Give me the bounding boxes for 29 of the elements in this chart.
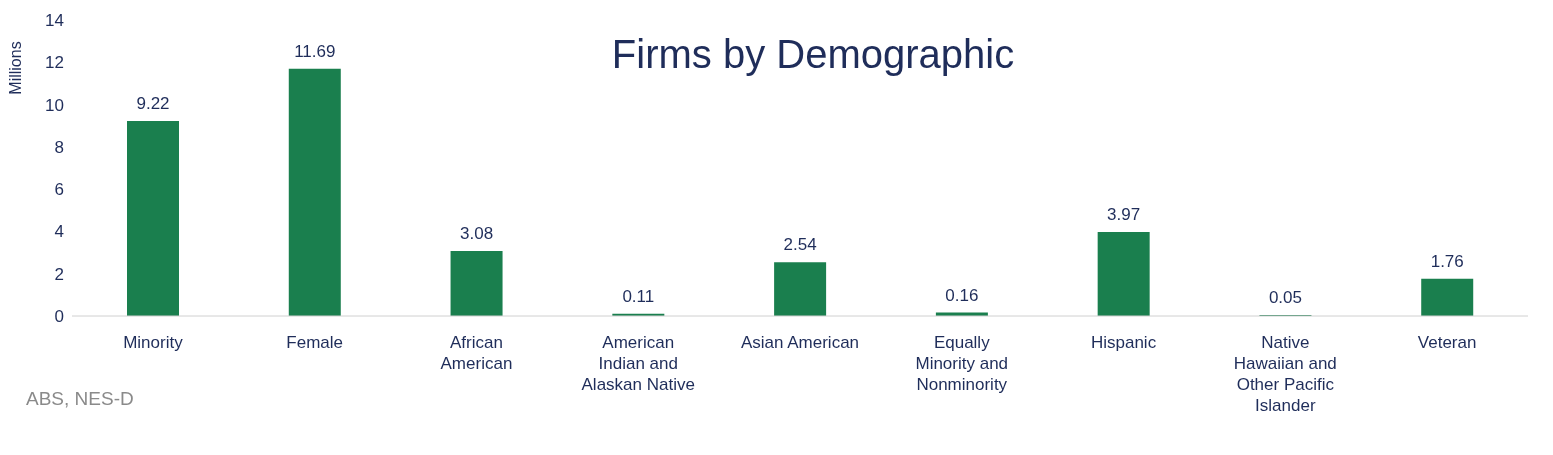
x-tick-label: African American: [440, 333, 513, 373]
y-tick-label: 10: [45, 95, 64, 115]
chart-title: Firms by Demographic: [611, 32, 1015, 76]
x-tick-label: Hispanic: [1090, 333, 1157, 352]
data-label: 9.22: [136, 94, 170, 114]
y-axis-title: Millions: [6, 41, 24, 95]
data-label: 2.54: [783, 235, 817, 255]
y-tick-label: 14: [45, 11, 64, 31]
text: ABS, NES-D: [26, 388, 134, 410]
x-tick-label: American Indian and Alaskan Native: [581, 333, 695, 394]
x-tick-label: Native Hawaiian and Other Pacific Islander: [1233, 333, 1337, 415]
y-tick-label: 12: [45, 53, 64, 73]
data-label: 0.05: [1268, 287, 1302, 307]
y-tick-label: 2: [54, 264, 64, 284]
y-tick-label: 0: [54, 307, 64, 327]
data-label: 3.97: [1107, 205, 1141, 225]
data-label: 0.11: [622, 286, 655, 306]
data-label: 1.76: [1430, 251, 1464, 271]
x-tick-label: Female: [286, 333, 344, 352]
x-tick-label: Minority: [123, 333, 184, 352]
y-tick-label: 4: [54, 222, 64, 242]
x-tick-label: Equally Minority and Nonminority: [915, 333, 1009, 394]
y-tick-label: 6: [54, 180, 64, 200]
data-label: 0.16: [945, 285, 979, 305]
x-tick-label: Asian American: [740, 333, 860, 352]
x-tick-label: Veteran: [1417, 333, 1477, 352]
data-label: 3.08: [460, 223, 494, 243]
y-tick-label: 8: [54, 137, 64, 157]
data-label: 11.69: [294, 41, 336, 61]
